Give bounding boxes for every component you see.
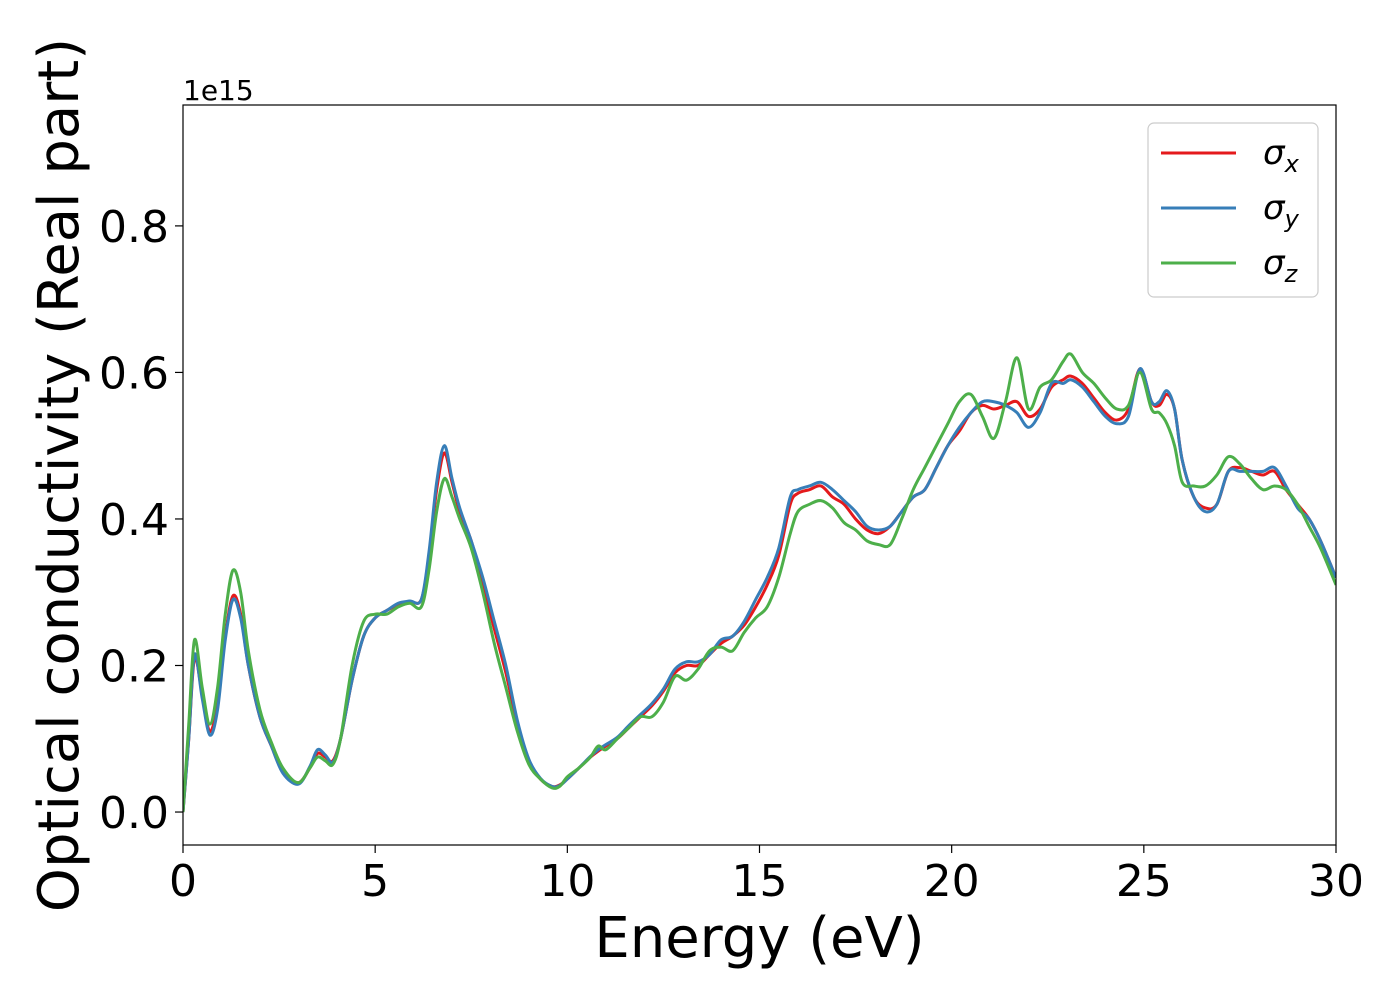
y-tick-label: 0.6	[99, 348, 169, 399]
x-tick-label: 20	[924, 856, 980, 907]
series-line-y	[183, 367, 1336, 813]
y-tick-label: 0.4	[99, 495, 169, 546]
x-tick-label: 30	[1308, 856, 1364, 907]
x-axis-label: Energy (eV)	[594, 906, 924, 971]
x-tick-label: 5	[361, 856, 389, 907]
y-tick-label: 0.8	[99, 202, 169, 253]
series-lines	[183, 352, 1336, 813]
x-tick-label: 10	[539, 856, 595, 907]
x-tick-label: 15	[732, 856, 788, 907]
x-ticks: 0 5 10 15 20 25 30	[169, 845, 1364, 907]
y-tick-label: 0.2	[99, 641, 169, 692]
y-ticks: 0.0 0.2 0.4 0.6 0.8	[99, 202, 183, 839]
legend-label-z: σz	[1263, 243, 1299, 288]
x-tick-label: 0	[169, 856, 197, 907]
y-offset-label: 1e15	[183, 74, 254, 107]
y-tick-label: 0.0	[99, 788, 169, 839]
series-line-z	[183, 352, 1336, 813]
y-axis-label: Optical conductivity (Real part)	[27, 38, 92, 912]
legend-box	[1147, 122, 1319, 298]
x-tick-label: 25	[1116, 856, 1172, 907]
